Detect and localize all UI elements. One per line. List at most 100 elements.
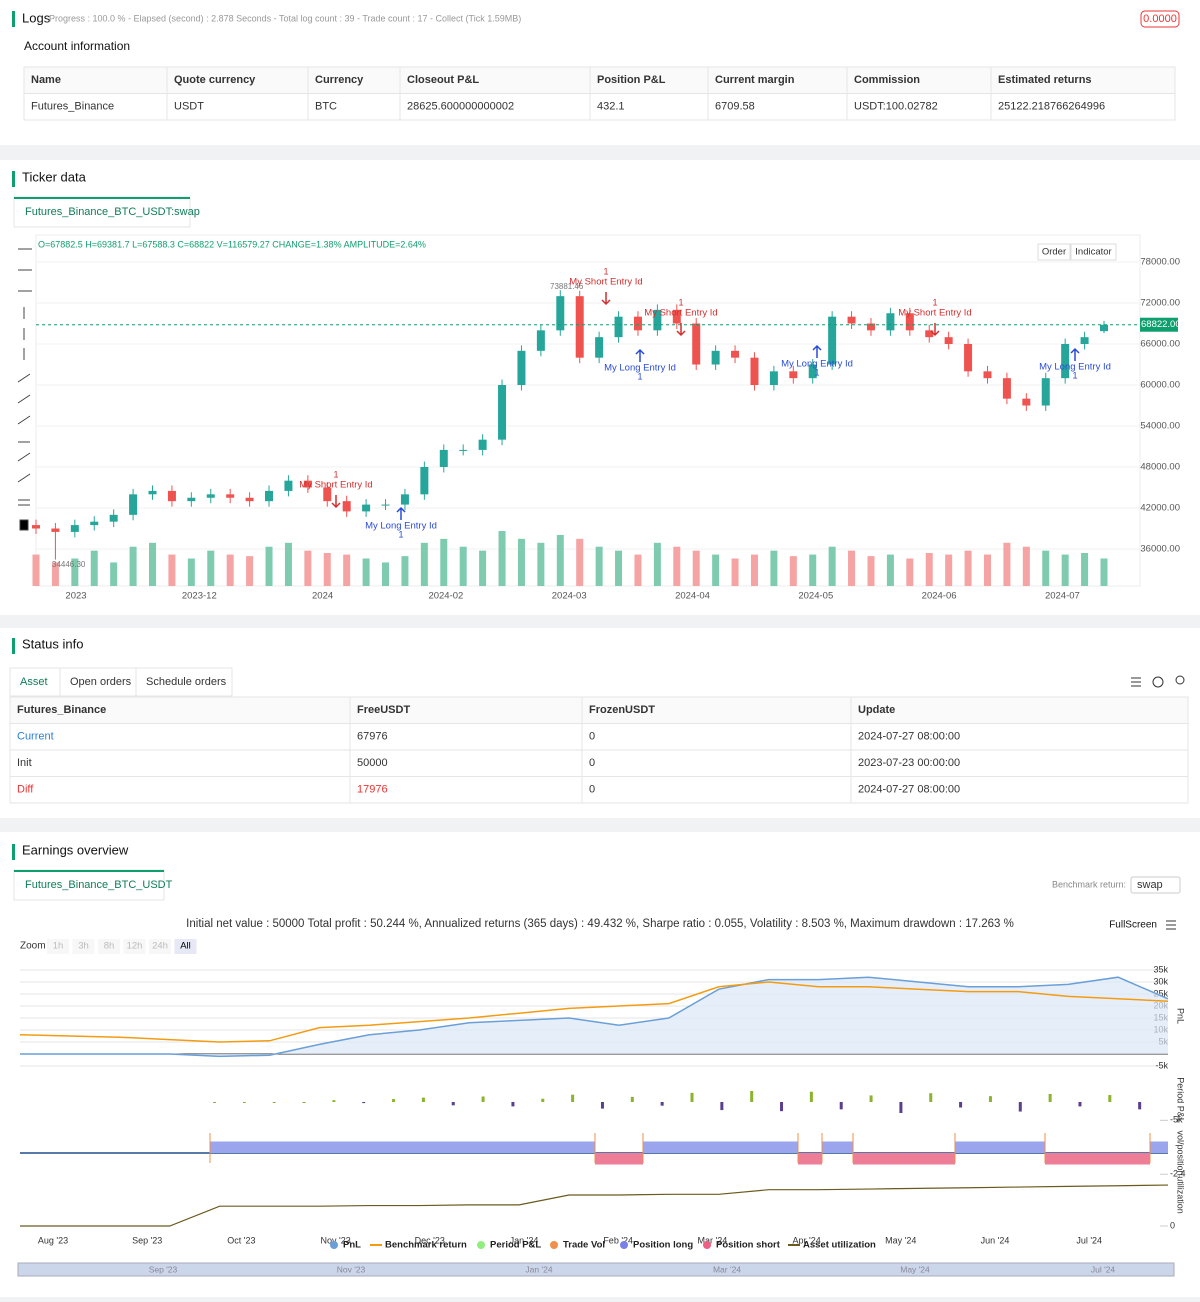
menu-icon[interactable] — [1166, 920, 1176, 930]
cloud-icon[interactable] — [1152, 676, 1164, 688]
pnl-area — [20, 977, 1168, 1057]
zoom-label[interactable]: 12h — [127, 941, 143, 952]
annotation: My Long Entry Id — [604, 363, 676, 374]
tab[interactable] — [9, 667, 61, 697]
period-bar — [242, 1102, 246, 1103]
period-bar — [1108, 1095, 1112, 1102]
volume-bar — [906, 558, 914, 586]
candle-body — [187, 497, 196, 502]
cell: 432.1 — [597, 101, 625, 113]
tab-accent — [14, 870, 164, 872]
candle-body — [556, 296, 565, 331]
zoom-label[interactable]: 8h — [104, 941, 115, 952]
legend-label[interactable]: Trade Vol — [563, 1240, 605, 1251]
cell: USDT:100.02782 — [854, 101, 938, 113]
legend-symbol[interactable] — [703, 1241, 711, 1249]
x-tick-label: 2024-03 — [552, 591, 587, 602]
tab[interactable] — [135, 667, 233, 697]
summary: Initial net value : 50000 Total profit :… — [186, 918, 1014, 930]
y-tick-label: 25k — [1153, 988, 1168, 998]
benchmark-select[interactable] — [1130, 876, 1181, 894]
settings-icon[interactable] — [1175, 675, 1185, 685]
logs-status: Progress : 100.0 % - Elapsed (second) : … — [49, 13, 521, 23]
position-bar — [643, 1141, 798, 1153]
legend-label[interactable]: Asset utilization — [803, 1240, 876, 1251]
list-icon[interactable] — [1131, 677, 1141, 687]
legend-label[interactable]: Position long — [633, 1240, 693, 1251]
y-tick-label: 35k — [1153, 964, 1168, 974]
series-line — [19, 981, 1169, 1043]
button[interactable] — [1070, 243, 1117, 261]
zoom-button[interactable] — [123, 939, 146, 954]
y-tick-label: 42000.00 — [1140, 503, 1180, 514]
zoom-button[interactable] — [47, 939, 69, 954]
period-bar — [392, 1099, 396, 1102]
tab-label[interactable]: Open orders — [70, 676, 132, 688]
position-bar — [595, 1153, 643, 1165]
legend-label[interactable]: Position short — [716, 1240, 781, 1251]
util-line — [20, 1184, 1169, 1227]
legend-label[interactable]: PnL — [343, 1240, 361, 1251]
zoom-label[interactable]: All — [180, 941, 191, 952]
zoom-button[interactable] — [72, 939, 95, 954]
candle-body — [944, 337, 953, 344]
benchmark-label: Benchmark return: — [1052, 879, 1126, 889]
volume-bar — [51, 562, 59, 586]
volume-bar — [576, 538, 584, 586]
period-bar — [541, 1098, 545, 1102]
legend-label[interactable]: Period P&L — [490, 1240, 541, 1251]
candle-body — [789, 371, 798, 379]
legend-symbol[interactable] — [550, 1241, 558, 1249]
volume-bar — [479, 550, 487, 586]
candle-body — [245, 497, 254, 502]
position-bar — [1150, 1141, 1168, 1153]
button-label[interactable]: Order — [1042, 247, 1066, 258]
volume-bar — [498, 531, 506, 586]
volume-bar — [207, 550, 215, 586]
candle-body — [90, 521, 99, 526]
legend-symbol[interactable] — [620, 1241, 628, 1249]
annotation-qty: 1 — [814, 367, 819, 377]
ticker-tab[interactable]: Futures_Binance_BTC_USDT:swap — [25, 206, 200, 218]
annotation: My Short Entry Id — [898, 308, 971, 319]
period-bar — [750, 1091, 754, 1102]
button-label[interactable]: Indicator — [1075, 247, 1111, 258]
candle-body — [400, 494, 409, 505]
column-header: Quote currency — [174, 74, 256, 86]
legend-symbol[interactable] — [477, 1241, 485, 1249]
period-bar — [929, 1093, 933, 1102]
volume-bar — [945, 554, 953, 586]
zoom-button[interactable] — [174, 939, 197, 954]
candle-body — [167, 490, 176, 502]
zoom-label[interactable]: 3h — [78, 941, 89, 952]
legend-symbol[interactable] — [330, 1241, 338, 1249]
y-tick-label: 78000.00 — [1140, 257, 1180, 268]
zoom-label[interactable]: 1h — [53, 941, 64, 952]
axis-title: Period P&L — [1176, 1077, 1186, 1123]
candle-body — [886, 313, 895, 331]
legend-label[interactable]: Benchmark return — [385, 1240, 467, 1251]
position-bar — [822, 1141, 853, 1153]
volume-bar — [537, 542, 545, 586]
annotation: My Long Entry Id — [781, 359, 853, 370]
benchmark-value[interactable]: swap — [1137, 879, 1163, 891]
tab[interactable] — [13, 196, 191, 228]
earnings-tab[interactable]: Futures_Binance_BTC_USDT — [25, 879, 173, 891]
zoom-button[interactable] — [149, 939, 171, 954]
zoom-button[interactable] — [98, 939, 120, 954]
zoom-label[interactable]: 24h — [152, 941, 168, 952]
period-bar — [839, 1102, 843, 1110]
cell: Current — [17, 731, 54, 743]
cell: 6709.58 — [715, 101, 755, 113]
button[interactable] — [1037, 243, 1071, 261]
volume-bar — [867, 556, 875, 586]
x-tick-label: Jul '24 — [1076, 1235, 1102, 1245]
tab[interactable] — [59, 667, 137, 697]
navigator[interactable] — [17, 1262, 1175, 1277]
fullscreen[interactable]: FullScreen — [1109, 920, 1157, 931]
tab-label[interactable]: Schedule orders — [146, 676, 227, 688]
volume-bar — [1100, 558, 1108, 586]
x-tick-label: Dec '23 — [415, 1235, 445, 1245]
tab-label[interactable]: Asset — [20, 676, 48, 688]
volume-bar — [1022, 546, 1030, 586]
